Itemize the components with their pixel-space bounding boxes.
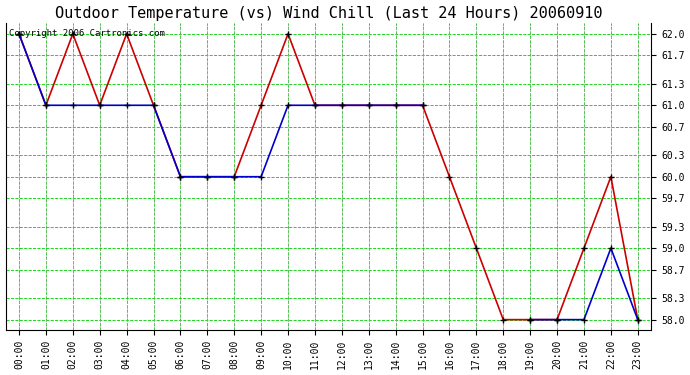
Title: Outdoor Temperature (vs) Wind Chill (Last 24 Hours) 20060910: Outdoor Temperature (vs) Wind Chill (Las… [55, 6, 602, 21]
Text: Copyright 2006 Cartronics.com: Copyright 2006 Cartronics.com [9, 29, 165, 38]
